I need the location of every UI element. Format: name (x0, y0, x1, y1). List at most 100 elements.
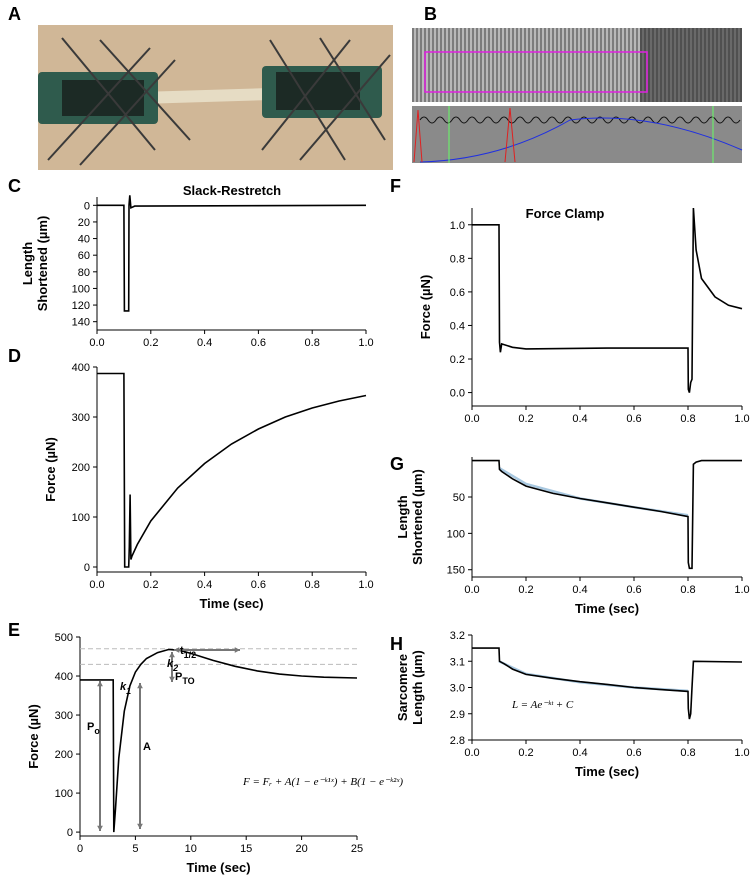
chart: C Slack-Restretch 0 20 40 60 80 100 120 140 0.0 0.2… (8, 176, 374, 349)
y-tick-label: 500 (55, 632, 73, 644)
x-tick-label: 15 (240, 843, 252, 855)
x-axis-title: Time (sec) (575, 601, 639, 616)
trace (97, 195, 367, 312)
x-tick-label: 0.0 (89, 337, 104, 349)
x-tick-label: 0.6 (251, 579, 266, 591)
arrow-head (234, 647, 240, 653)
arrow-head (169, 652, 175, 658)
panel-label: F (390, 176, 401, 196)
annotation: k2 (167, 658, 178, 673)
y-tick-label: 0.6 (450, 287, 465, 299)
x-tick-label: 0.6 (626, 413, 641, 425)
annotation-main: A (143, 741, 151, 753)
y-axis-title: Force (µN) (26, 704, 41, 769)
panel-label: C (8, 176, 21, 196)
y-tick-label: 2.9 (450, 709, 465, 721)
annotation: PTO (175, 671, 195, 686)
annotation-main: P (175, 671, 182, 683)
x-tick-label: 10 (185, 843, 197, 855)
x-tick-label: 0.4 (197, 337, 212, 349)
y-tick-label: 100 (72, 283, 90, 295)
x-tick-label: 20 (295, 843, 307, 855)
annotation-sub: TO (182, 676, 194, 686)
chart-title: Slack-Restretch (183, 183, 281, 198)
annotation-main: k (120, 681, 127, 693)
x-tick-label: 0.4 (197, 579, 212, 591)
y-tick-label: 50 (453, 492, 465, 504)
y-tick-label: 60 (78, 250, 90, 262)
y-tick-label: 20 (78, 217, 90, 229)
y-tick-label: 1.0 (450, 220, 465, 232)
chart: D 0 100 200 300 400 0.0 0.2 0.4 0.6 0.8 1.0 Time (se… (8, 346, 374, 611)
y-tick-label: 0 (67, 827, 73, 839)
arrow-head (137, 683, 143, 689)
y-tick-label: 3.2 (450, 630, 465, 642)
x-tick-label: 0.4 (572, 413, 587, 425)
y-tick-label: 400 (55, 671, 73, 683)
annotation-sub: o (94, 726, 100, 736)
chart: G 50 100 150 0.0 0.2 0.4 0.6 0.8 1.0 Time (sec) Len… (390, 454, 750, 616)
trace (97, 372, 367, 568)
y-axis-title: Shortened (µm) (410, 469, 425, 565)
y-tick-label: 3.0 (450, 683, 465, 695)
panel-label: H (390, 634, 403, 654)
arrow-head (97, 825, 103, 831)
annotation: Po (87, 721, 100, 736)
arrow-head (174, 647, 180, 653)
y-tick-label: 0.2 (450, 354, 465, 366)
chart: H 2.8 2.9 3.0 3.1 3.2 0.0 0.2 0.4 0.6 0.8 1.0 Time (… (390, 630, 750, 779)
arrow-head (169, 676, 175, 682)
y-tick-label: 300 (72, 412, 90, 424)
x-tick-label: 0.2 (518, 413, 533, 425)
y-tick-label: 0 (84, 562, 90, 574)
x-tick-label: 0.8 (680, 747, 695, 759)
y-tick-label: 100 (72, 512, 90, 524)
annotation-main: t (180, 645, 184, 657)
x-tick-label: 0.0 (464, 413, 479, 425)
y-tick-label: 2.8 (450, 735, 465, 747)
panel-label: D (8, 346, 21, 366)
y-tick-label: 0.4 (450, 320, 465, 332)
chart: F Force Clamp 0.0 0.2 0.4 0.6 0.8 1.0 0.0 0.2 0.4 0… (390, 176, 750, 425)
trace (80, 648, 358, 833)
y-tick-label: 0.0 (450, 388, 465, 400)
y-tick-label: 120 (72, 300, 90, 312)
x-tick-label: 25 (351, 843, 363, 855)
x-tick-label: 0.0 (464, 584, 479, 596)
photo-a (38, 25, 393, 170)
y-axis-title: Force (µN) (43, 437, 58, 502)
annotation: A (143, 741, 151, 753)
trace (498, 660, 689, 693)
equation: F = Fᵣ + A(1 − e⁻ᵏ¹ˣ) + B(1 − e⁻ᵏ²ˣ) (242, 776, 403, 788)
panel-label: G (390, 454, 404, 474)
equation: L = Ae⁻ᵏᵗ + C (511, 699, 574, 711)
y-tick-label: 400 (72, 362, 90, 374)
annotation-sub: 1/2 (184, 650, 197, 660)
x-tick-label: 0.8 (680, 584, 695, 596)
x-tick-label: 0 (77, 843, 83, 855)
y-axis-title: Sarcomere (395, 654, 410, 721)
y-tick-label: 100 (55, 788, 73, 800)
annotation: k1 (120, 681, 131, 696)
trace (472, 647, 743, 720)
x-tick-label: 1.0 (734, 584, 749, 596)
x-tick-label: 0.0 (464, 747, 479, 759)
y-tick-label: 300 (55, 710, 73, 722)
image-b (412, 28, 743, 163)
x-axis-title: Time (sec) (199, 596, 263, 611)
y-tick-label: 3.1 (450, 656, 465, 668)
panel-label: E (8, 620, 20, 640)
trace (472, 459, 742, 570)
arrow-head (137, 823, 143, 829)
y-axis-title: Length (µm) (410, 650, 425, 725)
x-tick-label: 5 (132, 843, 138, 855)
x-tick-label: 0.2 (518, 584, 533, 596)
y-tick-label: 0 (84, 200, 90, 212)
y-tick-label: 0.8 (450, 253, 465, 265)
x-tick-label: 0.2 (518, 747, 533, 759)
annotation-main: k (167, 658, 174, 670)
chart: E 0 100 200 300 400 500 0 5 10 15 20 25 Time (sec) For… (8, 620, 403, 875)
y-tick-label: 200 (72, 462, 90, 474)
annotation: t1/2 (180, 645, 196, 660)
